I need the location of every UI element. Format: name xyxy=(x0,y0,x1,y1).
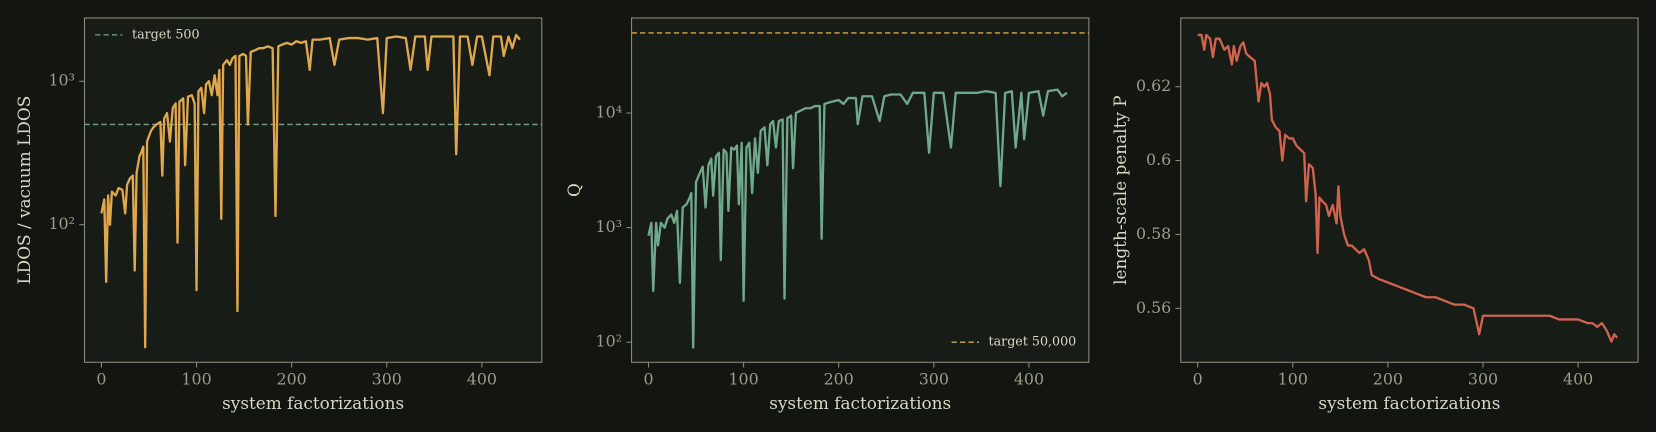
plot-area xyxy=(1180,17,1639,363)
x-tick-label: 100 xyxy=(728,370,758,389)
x-axis-label: system factorizations xyxy=(769,393,951,413)
y-tick-label: 0.56 xyxy=(1136,298,1171,317)
x-axis-label: system factorizations xyxy=(1318,393,1500,413)
x-tick-label: 100 xyxy=(1278,370,1308,389)
y-axis-label: LDOS / vacuum LDOS xyxy=(14,96,34,285)
legend-label: target 500 xyxy=(132,26,200,41)
x-tick-label: 300 xyxy=(372,370,402,389)
x-tick-label: 0 xyxy=(96,370,106,389)
data-line xyxy=(647,88,1068,349)
y-axis-label: length-scale penalty P xyxy=(1110,95,1130,284)
x-tick-label: 0 xyxy=(643,370,653,389)
plot-area xyxy=(631,17,1090,363)
x-tick-label: 400 xyxy=(467,370,497,389)
x-tick-label: 100 xyxy=(181,370,211,389)
data-line xyxy=(100,33,521,349)
y-tick-label: 10³ xyxy=(596,217,623,236)
x-tick-label: 200 xyxy=(1373,370,1403,389)
x-tick-label: 200 xyxy=(824,370,854,389)
x-tick-label: 0 xyxy=(1193,370,1203,389)
y-tick-label: 0.6 xyxy=(1146,150,1171,169)
y-tick-label: 10³ xyxy=(48,71,75,90)
y-tick-label: 10² xyxy=(48,214,75,233)
x-tick-label: 300 xyxy=(1468,370,1498,389)
y-axis-label: Q xyxy=(564,183,584,197)
y-tick-label: 10² xyxy=(596,332,623,351)
y-tick-label: 10⁴ xyxy=(596,103,623,122)
x-axis-label: system factorizations xyxy=(222,393,404,413)
plot-area xyxy=(83,17,543,363)
x-tick-label: 400 xyxy=(1563,370,1593,389)
y-tick-label: 0.62 xyxy=(1136,76,1171,95)
y-tick-label: 0.58 xyxy=(1136,224,1171,243)
x-tick-label: 300 xyxy=(919,370,949,389)
data-line xyxy=(1197,33,1619,343)
x-tick-label: 200 xyxy=(277,370,307,389)
x-tick-label: 400 xyxy=(1014,370,1044,389)
legend-label: target 50,000 xyxy=(989,334,1077,349)
